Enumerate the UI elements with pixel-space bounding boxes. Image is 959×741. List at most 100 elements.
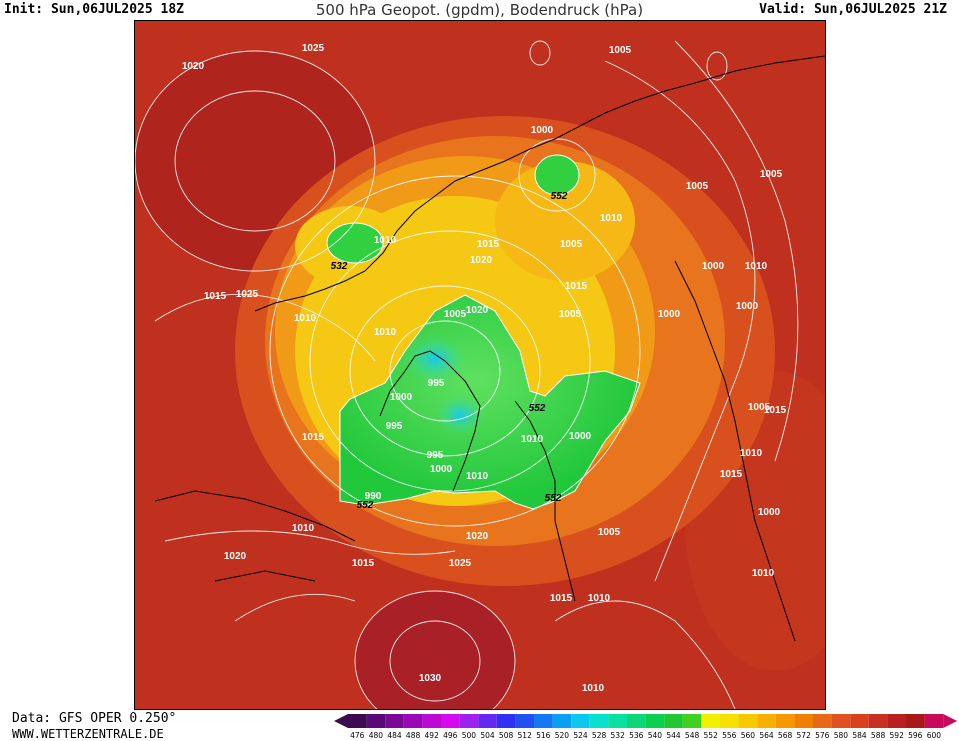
scale-tick-label: 544 bbox=[666, 731, 681, 740]
isobar-label: 1010 bbox=[374, 235, 397, 246]
isobar-label: 1020 bbox=[466, 305, 489, 316]
valid-time-label: Valid: Sun,06JUL2025 21Z bbox=[759, 2, 947, 17]
scale-cell bbox=[534, 714, 553, 728]
scale-tick-label: 532 bbox=[611, 731, 626, 740]
scale-tick-label: 584 bbox=[852, 731, 867, 740]
isobar-label: 1025 bbox=[236, 289, 259, 300]
isobar-label: 1005 bbox=[748, 402, 771, 413]
website-label: WWW.WETTERZENTRALE.DE bbox=[12, 727, 164, 741]
isobar-label: 1015 bbox=[302, 432, 325, 443]
isobar-label: 532 bbox=[331, 261, 348, 272]
scale-cell bbox=[868, 714, 888, 728]
isobar-labels: 1025 1005 1020 1000 552 1005 1005 1010 1010 1005 5… bbox=[182, 43, 787, 694]
isobar-label: 995 bbox=[427, 450, 444, 461]
isobar-label: 1000 bbox=[430, 464, 453, 475]
isobar-label: 1010 bbox=[745, 261, 768, 272]
scale-tick-label: 560 bbox=[741, 731, 756, 740]
scale-cell bbox=[608, 714, 627, 728]
scale-tick-label: 600 bbox=[927, 731, 942, 740]
scale-cell bbox=[385, 714, 404, 728]
scale-tick-label: 520 bbox=[555, 731, 570, 740]
scale-cell bbox=[589, 714, 609, 728]
scale-tick-label: 516 bbox=[536, 731, 551, 740]
scale-cell bbox=[366, 714, 386, 728]
isobar-label: 1005 bbox=[559, 309, 582, 320]
scale-cell bbox=[906, 714, 925, 728]
scale-tick-label: 492 bbox=[425, 731, 440, 740]
isobar-label: 552 bbox=[357, 500, 374, 511]
isobar-label: 1015 bbox=[352, 558, 375, 569]
isobar-contours bbox=[135, 40, 799, 709]
isobar-label: 1005 bbox=[598, 527, 621, 538]
isobar-label: 1010 bbox=[466, 471, 489, 482]
coastlines bbox=[154, 55, 825, 642]
scale-cell bbox=[348, 714, 367, 728]
isobar-label: 995 bbox=[428, 378, 445, 389]
isobar-label: 1010 bbox=[588, 593, 611, 604]
scale-cell bbox=[831, 714, 851, 728]
isobar-label: 1015 bbox=[720, 469, 743, 480]
isobar-label: 1010 bbox=[374, 327, 397, 338]
scale-tick-label: 580 bbox=[834, 731, 849, 740]
isobar-label: 995 bbox=[386, 421, 403, 432]
scale-tick-label: 576 bbox=[815, 731, 830, 740]
weather-map: 1025 1005 1020 1000 552 1005 1005 1010 1010 1005 5… bbox=[134, 20, 826, 710]
scale-tick-label: 556 bbox=[722, 731, 737, 740]
isobar-label: 552 bbox=[551, 191, 568, 202]
scale-cell bbox=[813, 714, 832, 728]
isobar-label: 1010 bbox=[294, 313, 317, 324]
isobar-label: 1015 bbox=[764, 405, 787, 416]
scale-tick-label: 512 bbox=[518, 731, 533, 740]
isobar-label: 990 bbox=[365, 491, 382, 502]
scale-cell bbox=[664, 714, 683, 728]
isobar-label: 1005 bbox=[760, 169, 783, 180]
scale-cell bbox=[571, 714, 590, 728]
scale-arrow-low bbox=[334, 714, 348, 728]
low-green-west bbox=[326, 222, 384, 264]
isobar-label: 1020 bbox=[470, 255, 493, 266]
isobar-label: 1005 bbox=[560, 239, 583, 250]
isobar-label: 1005 bbox=[686, 181, 709, 192]
scale-tick-label: 536 bbox=[629, 731, 644, 740]
isobar-label: 1000 bbox=[569, 431, 592, 442]
scale-tick-label: 484 bbox=[387, 731, 402, 740]
scale-cell bbox=[496, 714, 516, 728]
scale-cell bbox=[627, 714, 646, 728]
data-source-label: Data: GFS OPER 0.250° bbox=[12, 711, 177, 726]
scale-cell bbox=[850, 714, 869, 728]
low-core-cyan-1 bbox=[403, 335, 467, 383]
scale-tick-label: 524 bbox=[573, 731, 588, 740]
scale-cell bbox=[645, 714, 665, 728]
isobar-label: 1010 bbox=[292, 523, 315, 534]
isobar-label: 1015 bbox=[204, 291, 227, 302]
scale-arrow-high bbox=[943, 714, 958, 728]
isobar-label: 1000 bbox=[758, 507, 781, 518]
scale-cell bbox=[552, 714, 572, 728]
scale-tick-label: 548 bbox=[685, 731, 700, 740]
scale-cell bbox=[775, 714, 795, 728]
scale-cell bbox=[794, 714, 813, 728]
scale-cell bbox=[478, 714, 497, 728]
isobar-label: 1010 bbox=[600, 213, 623, 224]
isobar-label: 1000 bbox=[702, 261, 725, 272]
color-scale-legend: 476 480 484 488 492 496 500 504 508 512 516 520 524 5… bbox=[334, 714, 958, 740]
scale-tick-label: 488 bbox=[406, 731, 421, 740]
scale-tick-label: 540 bbox=[648, 731, 663, 740]
isobar-label: 1015 bbox=[477, 239, 500, 250]
isobar-label: 1000 bbox=[658, 309, 681, 320]
chart-title: 500 hPa Geopot. (gpdm), Bodendruck (hPa) bbox=[315, 1, 644, 19]
isobar-label: 1020 bbox=[224, 551, 247, 562]
scale-tick-label: 592 bbox=[890, 731, 905, 740]
isobar-label: 1015 bbox=[550, 593, 573, 604]
scale-tick-label: 504 bbox=[480, 731, 495, 740]
scale-cell bbox=[738, 714, 758, 728]
scale-tick-label: 552 bbox=[704, 731, 719, 740]
isobar-label: 1010 bbox=[740, 448, 763, 459]
isobar-label: 1020 bbox=[466, 531, 489, 542]
init-time-label: Init: Sun,06JUL2025 18Z bbox=[4, 2, 185, 17]
scale-cell bbox=[403, 714, 423, 728]
scale-cell bbox=[515, 714, 534, 728]
scale-tick-label: 480 bbox=[369, 731, 384, 740]
scale-tick-label: 588 bbox=[871, 731, 886, 740]
scale-cell bbox=[720, 714, 739, 728]
